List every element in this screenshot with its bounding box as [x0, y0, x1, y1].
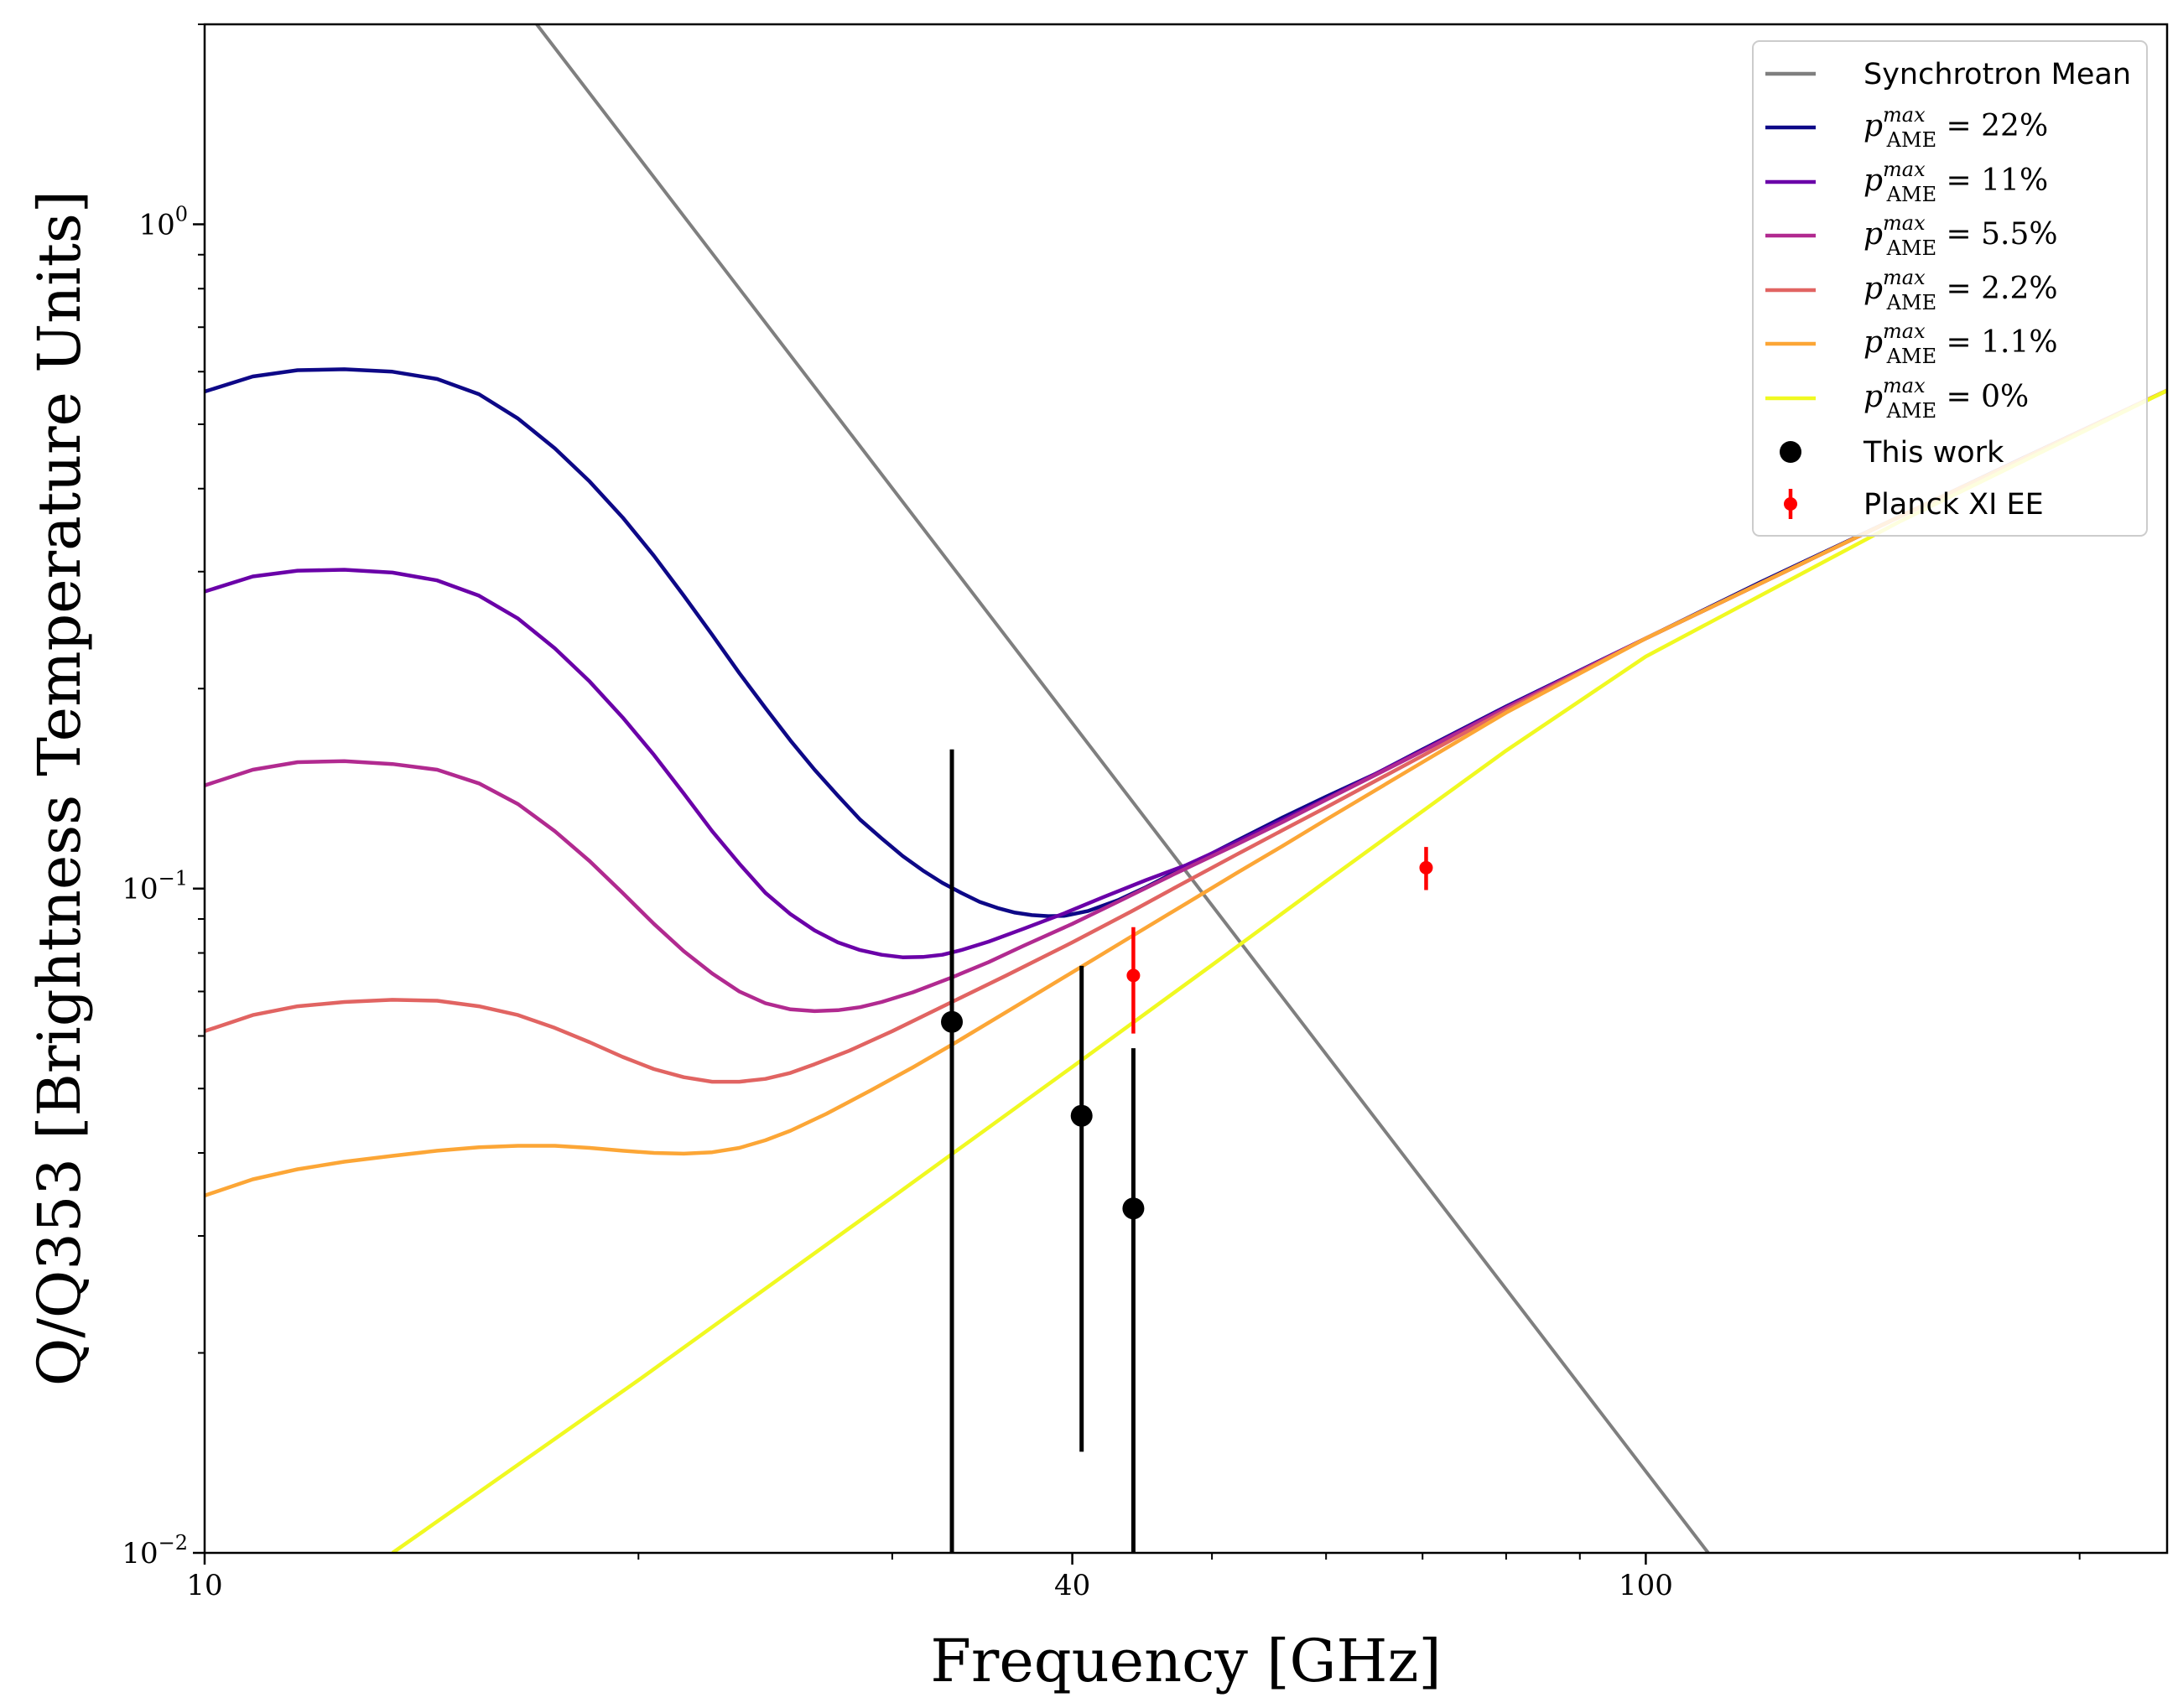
y-tick-base: 10	[122, 873, 158, 906]
y-tick-exponent: −2	[159, 1531, 188, 1555]
y-tick-exponent: 0	[175, 202, 188, 226]
legend-subscript: AME	[1886, 183, 1936, 206]
x-tick-label: 10	[186, 1569, 222, 1602]
legend-label-4: pmax AME = 2.2%	[1864, 266, 2058, 314]
series-line-3	[205, 388, 2167, 1014]
y-tick-label: 10−2	[122, 1531, 188, 1570]
legend-label-2: pmax AME = 11%	[1864, 158, 2048, 206]
legend-subscript: AME	[1886, 236, 1936, 260]
legend-value: = 5.5%	[1936, 217, 2058, 252]
legend-subscript: AME	[1886, 128, 1936, 152]
legend-value: = 22%	[1936, 109, 2048, 143]
x-axis-label: Frequency [GHz]	[930, 1627, 1441, 1695]
legend-swatch-7	[1780, 441, 1801, 463]
legend-superscript: max	[1883, 266, 1926, 289]
series-line-0	[535, 24, 1710, 1553]
legend-value: = 1.1%	[1936, 325, 2058, 360]
legend-subscript: AME	[1886, 345, 1936, 368]
plot-frame	[203, 23, 2169, 1555]
legend-superscript: max	[1883, 158, 1926, 181]
y-tick-base: 10	[122, 1537, 158, 1570]
legend-subscript: AME	[1886, 399, 1936, 423]
legend-label-6: pmax AME = 0%	[1864, 374, 2029, 423]
legend-label-3: pmax AME = 5.5%	[1864, 211, 2058, 260]
y-tick-label: 100	[138, 202, 188, 241]
series-layer	[205, 24, 2167, 1553]
legend-symbol: p	[1864, 164, 1883, 198]
legend-value: = 0%	[1936, 380, 2029, 414]
legend-symbol: p	[1864, 325, 1883, 360]
legend-label-8: Planck XI EE	[1864, 488, 2044, 522]
data-point-7-1	[1070, 1104, 1093, 1127]
legend-swatch-8	[1784, 497, 1797, 511]
data-point-8-0	[1126, 968, 1141, 983]
legend-symbol: p	[1864, 380, 1883, 414]
legend-label-1: pmax AME = 22%	[1864, 103, 2048, 152]
y-tick-label: 10−1	[122, 867, 188, 906]
legend-label-0: Synchrotron Mean	[1864, 58, 2131, 91]
data-point-8-1	[1419, 860, 1433, 875]
x-tick-label: 100	[1619, 1569, 1673, 1602]
y-tick-exponent: −1	[159, 867, 188, 890]
legend-superscript: max	[1883, 103, 1926, 127]
legend-symbol: p	[1864, 217, 1883, 252]
series-line-6	[391, 388, 2167, 1553]
legend-box	[1752, 40, 2148, 537]
legend-value: = 11%	[1936, 164, 2048, 198]
y-tick-base: 10	[138, 208, 174, 241]
legend-symbol: p	[1864, 109, 1883, 143]
y-axis-label: Q/Q353 [Brightness Temperature Units]	[25, 190, 94, 1386]
data-point-7-0	[941, 1010, 964, 1033]
legend-superscript: max	[1883, 374, 1926, 397]
legend-subscript: AME	[1886, 291, 1936, 314]
legend-symbol: p	[1864, 272, 1883, 306]
data-point-7-2	[1122, 1197, 1145, 1220]
legend-value: = 2.2%	[1936, 272, 2058, 306]
legend-superscript: max	[1883, 319, 1926, 343]
x-tick-label: 40	[1054, 1569, 1090, 1602]
series-line-4	[205, 388, 2167, 1084]
points-layer	[941, 749, 1433, 1553]
legend-label-7: This work	[1863, 436, 2004, 470]
legend-superscript: max	[1883, 211, 1926, 235]
series-line-2	[205, 388, 2167, 959]
series-line-5	[205, 388, 2167, 1198]
legend-label-5: pmax AME = 1.1%	[1864, 319, 2058, 368]
